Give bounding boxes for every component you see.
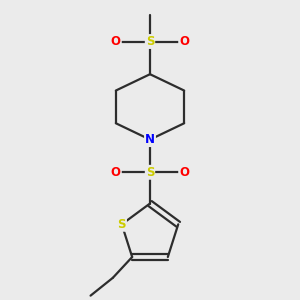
- Text: O: O: [111, 166, 121, 179]
- Text: N: N: [145, 133, 155, 146]
- Text: O: O: [111, 35, 121, 48]
- Text: S: S: [146, 35, 154, 48]
- Text: O: O: [179, 166, 189, 179]
- Text: S: S: [146, 166, 154, 179]
- Text: S: S: [118, 218, 126, 231]
- Text: O: O: [179, 35, 189, 48]
